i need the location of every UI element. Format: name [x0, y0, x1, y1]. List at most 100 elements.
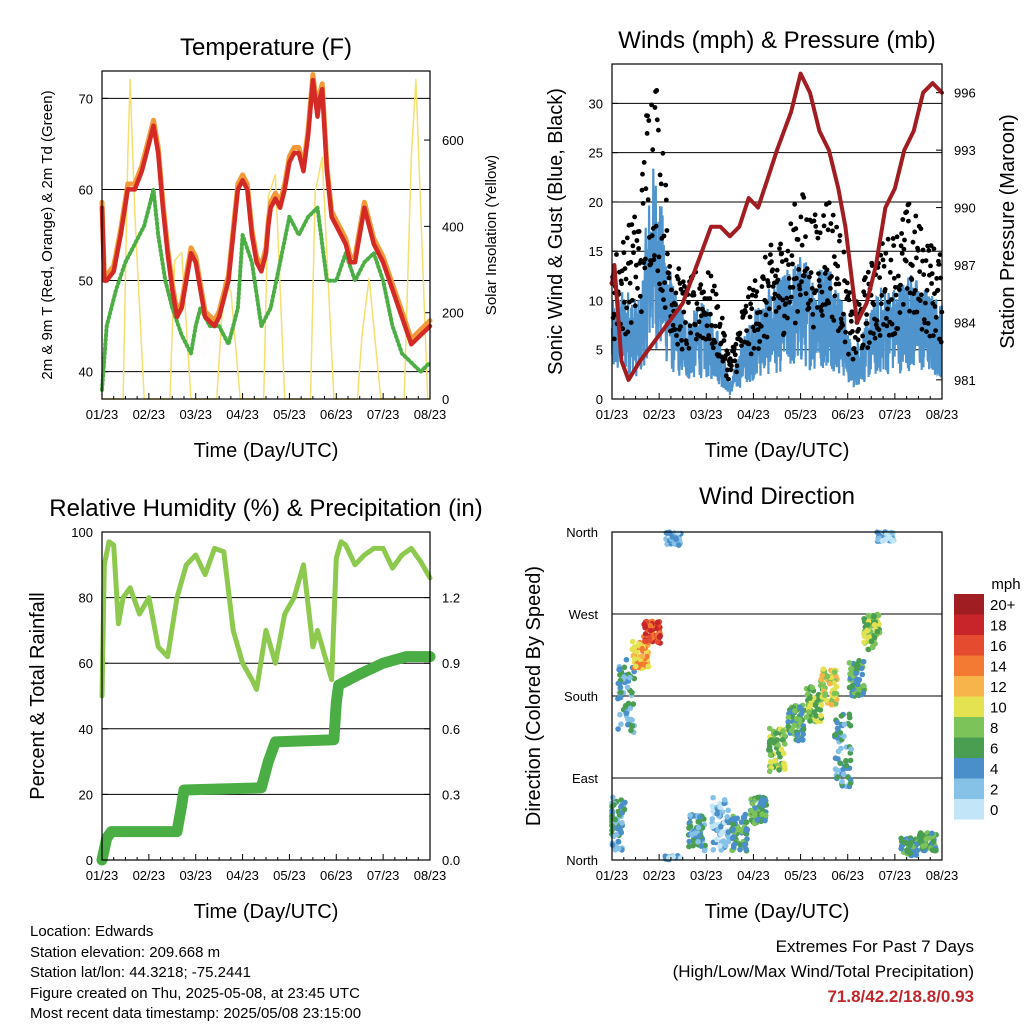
- direction-point: [806, 709, 812, 715]
- gust-point: [796, 267, 802, 272]
- x-tick-label: 05/23: [784, 868, 817, 883]
- direction-point: [834, 725, 841, 732]
- gust-point: [675, 341, 680, 347]
- gust-point: [694, 301, 700, 306]
- gust-point: [745, 294, 751, 300]
- gust-point: [674, 333, 679, 338]
- direction-point: [686, 843, 692, 850]
- direction-point: [820, 666, 827, 672]
- gust-point: [773, 309, 779, 314]
- gust-point: [828, 286, 833, 291]
- direction-point: [632, 656, 638, 662]
- gust-point: [639, 187, 645, 193]
- gust-point: [792, 320, 798, 326]
- direction-point: [629, 638, 636, 645]
- direction-point: [639, 645, 645, 652]
- gust-point: [888, 257, 894, 263]
- gust-point: [734, 369, 739, 375]
- direction-point: [780, 728, 786, 734]
- gust-point: [798, 214, 804, 220]
- gust-point: [766, 306, 772, 312]
- direction-point: [785, 714, 792, 721]
- direction-point: [617, 689, 624, 696]
- direction-point: [794, 731, 800, 738]
- gust-point: [897, 287, 902, 292]
- gust-point: [914, 255, 919, 261]
- gust-point: [882, 287, 888, 292]
- gust-point: [673, 290, 679, 296]
- gust-point: [810, 312, 816, 317]
- direction-point: [772, 758, 778, 764]
- y2-tick-label: 0.0: [442, 853, 460, 868]
- direction-point: [832, 732, 838, 738]
- x-axis-label: Time (Day/UTC): [705, 440, 850, 462]
- direction-point: [633, 663, 639, 670]
- gust-point: [785, 248, 791, 254]
- legend-swatch: [954, 635, 984, 656]
- gust-point: [636, 246, 641, 251]
- gust-point: [648, 261, 654, 267]
- gust-point: [828, 221, 834, 227]
- gust-point: [657, 281, 662, 287]
- direction-point: [621, 806, 628, 813]
- gust-point: [795, 309, 800, 314]
- gust-point: [879, 293, 885, 298]
- direction-point: [731, 841, 738, 848]
- gust-point: [708, 311, 713, 317]
- y-tick-label: 5: [596, 343, 603, 358]
- y2-axis-label: Station Pressure (Maroon): [997, 114, 1019, 349]
- gust-point: [821, 213, 826, 219]
- gust-point: [885, 236, 891, 242]
- gust-point: [777, 246, 782, 252]
- direction-point: [738, 819, 745, 825]
- gust-point: [698, 282, 704, 288]
- extremes-subtitle: (High/Low/Max Wind/Total Precipitation): [672, 962, 974, 981]
- rh-line: [99, 539, 433, 699]
- gust-point: [692, 322, 698, 328]
- legend-title: mph: [991, 576, 1020, 593]
- gust-point: [820, 313, 825, 318]
- legend-swatch: [954, 614, 984, 635]
- legend-swatch: [954, 737, 984, 758]
- gust-point: [836, 281, 842, 287]
- gust-point: [663, 182, 669, 188]
- gust-point: [933, 328, 938, 333]
- direction-point: [639, 653, 646, 660]
- gust-point: [622, 299, 627, 305]
- gust-point: [766, 283, 772, 289]
- gust-point: [762, 254, 768, 260]
- x-tick-label: 03/23: [690, 407, 723, 422]
- direction-point: [929, 847, 936, 853]
- extremes-box: Extremes For Past 7 Days (High/Low/Max W…: [673, 934, 974, 1009]
- direction-point: [624, 684, 631, 691]
- gust-point: [915, 247, 921, 253]
- legend-label: 10: [990, 700, 1007, 717]
- direction-point: [838, 713, 845, 719]
- gust-point: [850, 329, 855, 334]
- gust-point: [826, 200, 832, 206]
- gust-point: [795, 237, 801, 242]
- gust-point: [798, 292, 803, 298]
- gust-point: [786, 262, 791, 268]
- x-tick-label: 04/23: [226, 407, 259, 422]
- y-axis-label: 2m & 9m T (Red, Orange) & 2m Td (Green): [39, 90, 56, 379]
- gust-point: [771, 296, 777, 301]
- gust-point: [871, 302, 877, 308]
- x-tick-label: 01/23: [596, 407, 629, 422]
- direction-point: [871, 634, 878, 641]
- x-tick-label: 08/23: [414, 868, 447, 883]
- direction-point: [618, 721, 624, 727]
- direction-point: [656, 634, 663, 640]
- direction-point: [793, 716, 800, 722]
- gust-point: [924, 287, 930, 293]
- y-tick-label: North: [566, 853, 598, 868]
- gust-point: [764, 334, 770, 340]
- chart-panel-4: North East South West North Wind Direction 01/…: [523, 483, 1021, 923]
- gust-point: [920, 247, 926, 253]
- direction-point: [670, 854, 676, 860]
- legend-swatch: [954, 676, 984, 697]
- gust-point: [883, 250, 889, 256]
- gust-point: [666, 270, 671, 276]
- gust-point: [623, 276, 629, 282]
- legend-label: 4: [990, 761, 998, 778]
